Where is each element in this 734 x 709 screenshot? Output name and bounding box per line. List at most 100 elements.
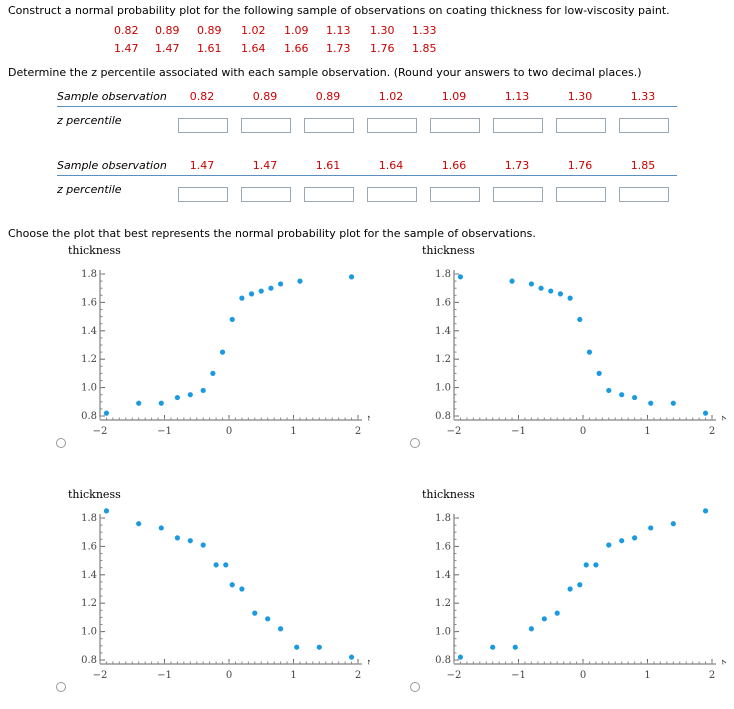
radio-option-d[interactable] (410, 682, 420, 692)
x-tick-label: 0 (226, 426, 232, 437)
data-point (136, 400, 142, 406)
z-table-1: Sample observation z percentile 0.82 0.8… (57, 90, 677, 138)
data-point (632, 535, 638, 541)
data-point (268, 285, 274, 291)
plot-ylabel: thickness (68, 244, 121, 257)
y-tick-label: 0.8 (81, 411, 97, 422)
data-point (557, 291, 564, 297)
plot-ylabel: thickness (68, 488, 121, 501)
obs-value: 0.89 (155, 24, 180, 37)
x-tick-label: −1 (157, 426, 172, 437)
y-tick-label: 1.8 (81, 513, 97, 524)
obs-value: 0.89 (197, 24, 222, 37)
z-percentile-input[interactable] (556, 187, 606, 202)
z-percentile-input[interactable] (493, 187, 543, 202)
plot-option-b: thickness 0.8 1.0 1.2 1.4 1.6 1.8 −2 −1 0 1 2 z (404, 244, 726, 454)
data-point (200, 387, 206, 394)
data-point (265, 616, 271, 622)
plot-c-svg: 0.8 1.0 1.2 1.4 1.6 1.8 −2 −1 0 1 2 z (81, 508, 370, 681)
plot-option-c: thickness 0.8 1.0 1.2 1.4 1.6 1.8 −2 −1 0 1 2 z (50, 488, 370, 698)
obs-value: 1.61 (197, 42, 222, 55)
radio-option-b[interactable] (410, 438, 420, 448)
table-obs-value: 1.66 (441, 159, 467, 172)
y-tick-label: 1.0 (81, 383, 97, 394)
x-tick-label: 2 (355, 426, 361, 437)
data-point (297, 278, 303, 284)
plot-a-svg: 0.8 1.0 1.2 1.4 1.6 1.8 −2 −1 0 1 2 z (81, 269, 370, 437)
z-percentile-input[interactable] (430, 118, 480, 133)
data-point (316, 644, 322, 650)
radio-option-a[interactable] (56, 438, 66, 448)
z-percentile-input[interactable] (178, 187, 228, 202)
y-tick-label: 1.0 (81, 627, 97, 638)
x-tick-label: 1 (644, 426, 650, 437)
x-axis-label: z (719, 659, 726, 664)
x-tick-label: −1 (511, 670, 526, 681)
plot-option-a: thickness 0.8 1.0 1.2 1.4 1.6 1.8 −2 −1 0 1 2 z (50, 244, 370, 454)
x-tick-label: 2 (355, 670, 361, 681)
y-tick-label: 0.8 (435, 411, 451, 422)
z-percentile-input[interactable] (367, 187, 417, 202)
data-point (229, 582, 235, 588)
z-percentile-input[interactable] (493, 118, 543, 133)
z-percentile-input[interactable] (619, 118, 669, 133)
x-tick-label: −1 (157, 670, 172, 681)
z-percentile-input[interactable] (241, 187, 291, 202)
z-percentile-input[interactable] (556, 118, 606, 133)
data-point (136, 521, 142, 527)
z-percentile-input[interactable] (619, 187, 669, 202)
x-tick-label: 2 (709, 426, 715, 437)
data-point (528, 281, 534, 287)
data-point (702, 508, 709, 514)
radio-option-c[interactable] (56, 682, 66, 692)
data-point (294, 644, 300, 650)
y-tick-label: 1.2 (81, 354, 97, 365)
data-point (158, 400, 164, 406)
data-point (187, 392, 193, 398)
observations-row-2: 1.47 1.47 1.61 1.64 1.66 1.73 1.76 1.85 (0, 42, 734, 56)
table-obs-value: 0.82 (189, 90, 215, 103)
data-point (187, 538, 193, 544)
table-obs-value: 1.73 (504, 159, 530, 172)
z-percentile-input[interactable] (241, 118, 291, 133)
z-percentile-input[interactable] (367, 118, 417, 133)
data-point (648, 525, 654, 531)
y-tick-label: 1.8 (435, 269, 451, 280)
z-percentile-input[interactable] (430, 187, 480, 202)
z-percentile-input[interactable] (178, 118, 228, 133)
plot-d-svg: 0.8 1.0 1.2 1.4 1.6 1.8 −2 −1 0 1 2 z (435, 508, 726, 681)
x-axis-label: z (719, 415, 726, 420)
x-tick-label: 0 (580, 670, 586, 681)
data-point (619, 538, 625, 544)
z-table-2: Sample observation z percentile 1.47 1.4… (57, 159, 677, 207)
y-tick-label: 1.2 (81, 598, 97, 609)
x-axis-label: z (365, 415, 370, 420)
x-tick-label: −2 (93, 426, 108, 437)
data-point (606, 542, 612, 548)
obs-value: 1.02 (241, 24, 266, 37)
data-point (567, 295, 573, 301)
data-point (174, 394, 180, 401)
data-point (348, 274, 355, 280)
data-point (593, 562, 599, 568)
data-point (670, 521, 676, 527)
data-point (248, 291, 255, 297)
data-point (103, 508, 110, 514)
obs-value: 1.30 (370, 24, 395, 37)
table-obs-value: 1.76 (567, 159, 593, 172)
y-tick-label: 1.4 (435, 570, 451, 581)
y-tick-label: 0.8 (81, 655, 97, 666)
data-point (512, 644, 518, 650)
obs-value: 1.76 (370, 42, 395, 55)
table-obs-value: 1.09 (441, 90, 467, 103)
data-point (670, 400, 676, 406)
data-point (200, 542, 206, 548)
z-percentile-input[interactable] (304, 187, 354, 202)
y-tick-label: 1.0 (435, 383, 451, 394)
data-point (278, 626, 284, 632)
y-tick-label: 1.6 (435, 541, 451, 552)
table-obs-value: 1.85 (630, 159, 656, 172)
z-percentile-input[interactable] (304, 118, 354, 133)
data-point (223, 562, 229, 568)
y-tick-label: 1.4 (81, 326, 97, 337)
